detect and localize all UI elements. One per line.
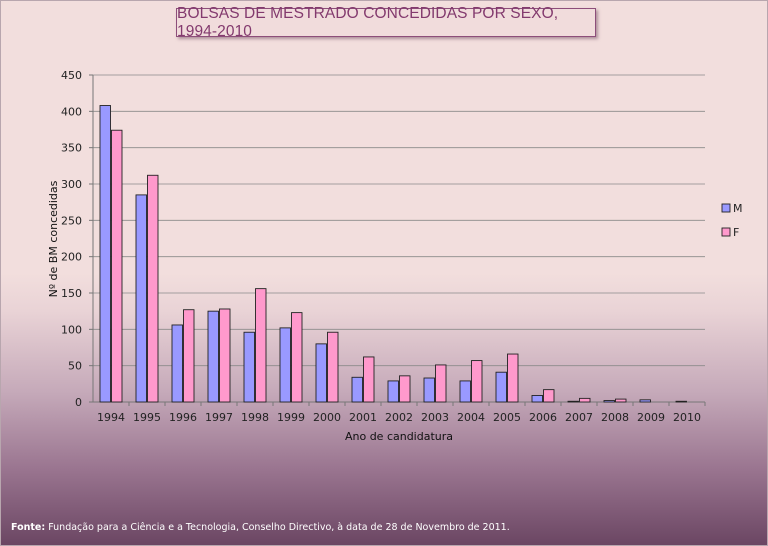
y-tick-label: 300 xyxy=(61,178,82,191)
bar-F-1997 xyxy=(219,308,231,403)
bars xyxy=(99,105,687,403)
bar-F-1998 xyxy=(255,288,267,403)
y-tick-label: 150 xyxy=(61,287,82,300)
source-note: Fonte: Fundação para a Ciência e a Tecno… xyxy=(11,522,510,533)
bar-M-2005 xyxy=(495,371,507,403)
y-tick-label: 400 xyxy=(61,105,82,118)
bar-M-1998 xyxy=(243,331,255,403)
bar-M-2002 xyxy=(387,380,399,403)
bar-F-2006 xyxy=(543,389,555,403)
x-tick-label: 1994 xyxy=(97,411,125,424)
x-tick-label: 1996 xyxy=(169,411,197,424)
bar-M-2009 xyxy=(639,399,651,403)
legend-swatch-M xyxy=(721,203,731,213)
legend-label-M: M xyxy=(733,202,743,215)
x-tick-label: 2008 xyxy=(601,411,629,424)
y-axis-title: Nº de BM concedidas xyxy=(47,180,60,297)
bar-F-1995 xyxy=(147,174,159,403)
x-tick-label: 1998 xyxy=(241,411,269,424)
bar-M-2003 xyxy=(423,377,435,403)
y-tick-labels: 0 50 100 150 200 250 300 350 400 450 xyxy=(61,69,82,409)
axes xyxy=(89,74,706,406)
grid-lines xyxy=(93,74,705,367)
bar-M-2007 xyxy=(567,400,579,403)
bar-M-1994 xyxy=(99,105,111,403)
chart-title: BOLSAS DE MESTRADO CONCEDIDAS POR SEXO, … xyxy=(177,4,559,40)
bar-F-2002 xyxy=(399,375,411,403)
x-tick-label: 2000 xyxy=(313,411,341,424)
legend-label-F: F xyxy=(733,226,739,239)
chart-title-box: BOLSAS DE MESTRADO CONCEDIDAS POR SEXO, … xyxy=(176,5,596,40)
source-text: Fundação para a Ciência e a Tecnologia, … xyxy=(45,522,510,533)
bar-F-2008 xyxy=(615,398,627,403)
bar-F-2000 xyxy=(327,331,339,403)
bar-M-2008 xyxy=(603,400,615,403)
x-tick-label: 2007 xyxy=(565,411,593,424)
x-tick-label: 1995 xyxy=(133,411,161,424)
bar-M-2004 xyxy=(459,380,471,403)
bar-M-2001 xyxy=(351,376,363,403)
x-tick-label: 2006 xyxy=(529,411,557,424)
legend-swatch-F xyxy=(721,227,731,237)
bar-F-2004 xyxy=(471,360,483,403)
source-label: Fonte: xyxy=(11,522,46,533)
bar-M-1997 xyxy=(207,310,219,403)
x-tick-label: 2010 xyxy=(673,411,701,424)
y-tick-label: 250 xyxy=(61,214,82,227)
bar-M-2000 xyxy=(315,343,327,403)
bar-M-2010 xyxy=(675,400,687,403)
bar-F-2005 xyxy=(507,353,519,403)
x-tick-label: 2002 xyxy=(385,411,413,424)
y-tick-label: 450 xyxy=(61,69,82,82)
y-tick-label: 350 xyxy=(61,142,82,155)
bar-M-1999 xyxy=(279,327,291,403)
legend: MF xyxy=(721,202,743,239)
bar-F-1999 xyxy=(291,312,303,403)
bar-M-2006 xyxy=(531,395,543,403)
x-tick-label: 2004 xyxy=(457,411,485,424)
y-tick-label: 100 xyxy=(61,323,82,336)
x-tick-label: 2003 xyxy=(421,411,449,424)
bar-F-1994 xyxy=(111,129,123,403)
x-tick-label: 2005 xyxy=(493,411,521,424)
y-tick-label: 200 xyxy=(61,251,82,264)
x-tick-label: 1997 xyxy=(205,411,233,424)
x-tick-labels: 1994 1995 1996 1997 1998 1999 2000 2001 2002 2003… xyxy=(97,411,701,424)
y-tick-label: 0 xyxy=(75,396,82,409)
y-tick-label: 50 xyxy=(68,360,82,373)
bar-F-1996 xyxy=(183,309,195,403)
bar-F-2003 xyxy=(435,364,447,403)
bar-F-2001 xyxy=(363,356,375,403)
x-tick-label: 2009 xyxy=(637,411,665,424)
x-axis-title: Ano de candidatura xyxy=(345,430,453,443)
bar-M-1996 xyxy=(171,324,183,403)
bar-F-2007 xyxy=(579,397,591,403)
x-tick-label: 1999 xyxy=(277,411,305,424)
bar-M-1995 xyxy=(135,194,147,403)
x-tick-label: 2001 xyxy=(349,411,377,424)
